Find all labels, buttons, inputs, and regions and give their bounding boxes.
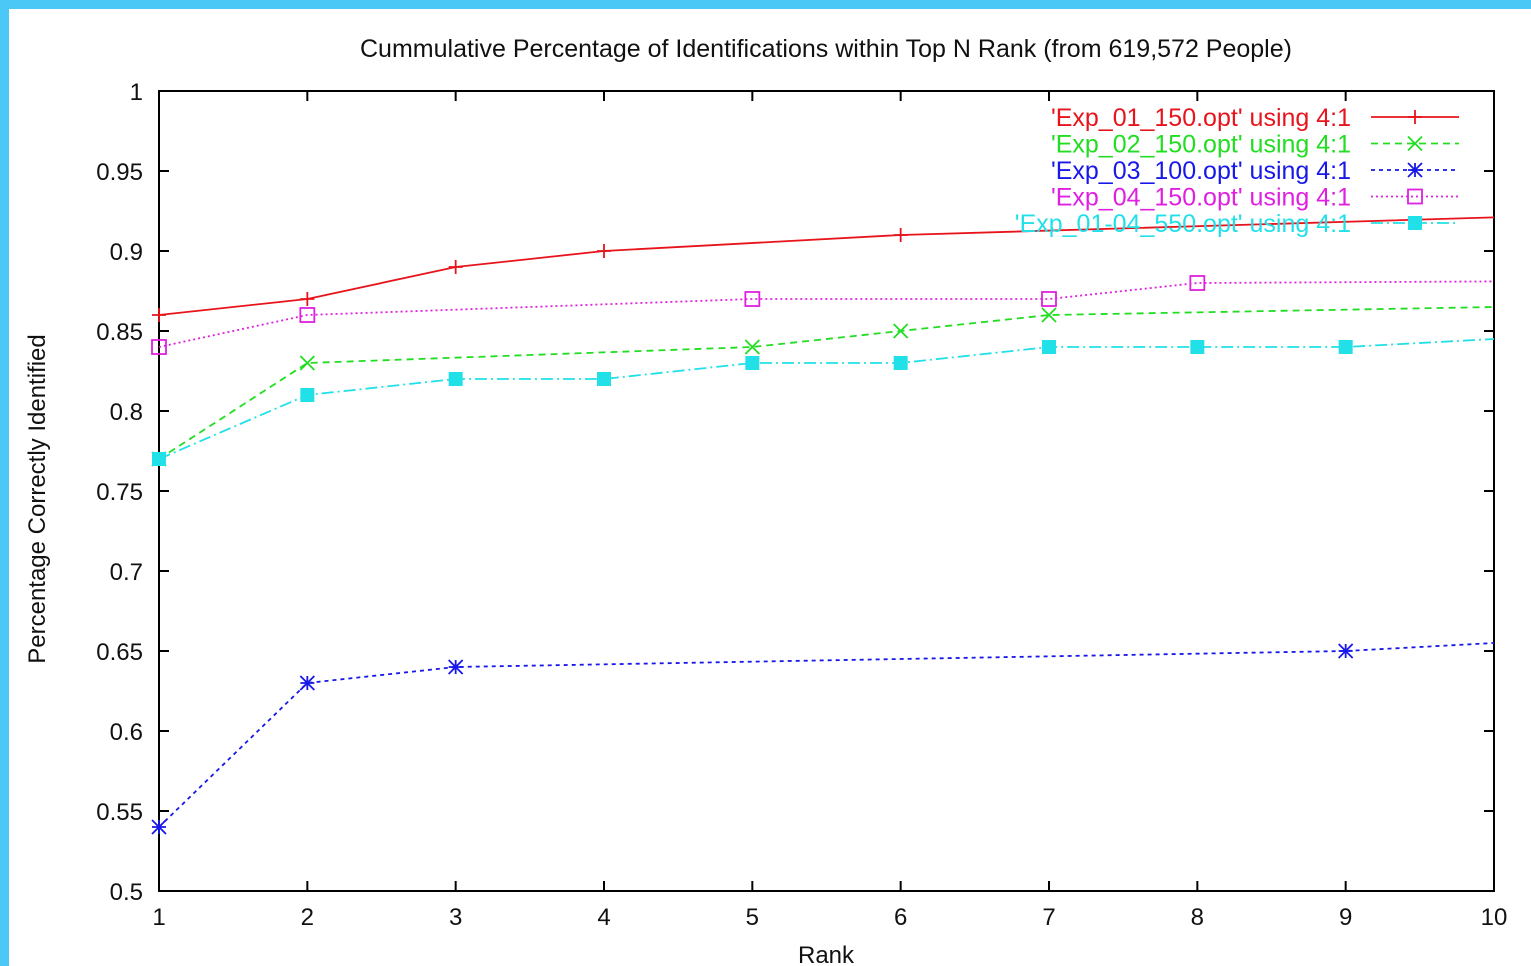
series-3 bbox=[151, 642, 1495, 835]
series-2-point-2 bbox=[299, 355, 315, 371]
series-5-point-1 bbox=[152, 452, 166, 466]
x-tick-label-2: 2 bbox=[301, 904, 314, 931]
chart-title: Cummulative Percentage of Identification… bbox=[360, 35, 1292, 63]
x-tick-label-9: 9 bbox=[1339, 904, 1352, 931]
line-chart: Cummulative Percentage of Identification… bbox=[24, 35, 1507, 966]
x-tick-label-1: 1 bbox=[152, 904, 165, 931]
y-tick-label-9: 0.9 bbox=[110, 239, 143, 266]
series-5-point-4 bbox=[597, 372, 611, 386]
series-1 bbox=[152, 216, 1495, 322]
x-tick-label-3: 3 bbox=[449, 904, 462, 931]
x-tick-label-6: 6 bbox=[894, 904, 907, 931]
chart-frame: Cummulative Percentage of Identification… bbox=[9, 9, 1531, 966]
x-axis-label: Rank bbox=[798, 942, 855, 966]
series-4-line bbox=[158, 280, 1495, 348]
series-5-line bbox=[158, 338, 1495, 460]
legend-label-2: 'Exp_02_150.opt' using 4:1 bbox=[1051, 131, 1351, 159]
y-tick-label-8: 0.85 bbox=[96, 319, 143, 346]
y-tick-label-6: 0.75 bbox=[96, 479, 143, 506]
legend-marker-3 bbox=[1407, 162, 1423, 178]
series-1-point-2 bbox=[300, 292, 315, 306]
series-3-point-3 bbox=[448, 659, 464, 675]
series-3-point-4 bbox=[1338, 643, 1354, 659]
y-tick-label-11: 1 bbox=[130, 79, 143, 106]
series-5-point-9 bbox=[1338, 340, 1353, 354]
series-4 bbox=[151, 275, 1495, 355]
series-5-point-2 bbox=[300, 388, 315, 402]
series-2 bbox=[151, 306, 1495, 467]
series-4-point-2 bbox=[299, 307, 316, 323]
axes: 1 2 3 4 5 6 7 8 9 10 0.5 0.55 0.6 0.65 0.7 0.75 0.8 0.85 0… bbox=[96, 79, 1507, 931]
series-2-point-3 bbox=[744, 339, 760, 355]
y-tick-label-3: 0.6 bbox=[110, 719, 143, 746]
series-5-point-8 bbox=[1190, 340, 1205, 354]
series-2-point-4 bbox=[893, 323, 909, 339]
legend-label-3: 'Exp_03_100.opt' using 4:1 bbox=[1051, 157, 1351, 185]
x-tick-label-7: 7 bbox=[1042, 904, 1055, 931]
series-4-point-5 bbox=[1189, 275, 1206, 291]
series-1-point-1 bbox=[152, 308, 166, 322]
legend-label-1: 'Exp_01_150.opt' using 4:1 bbox=[1051, 104, 1351, 132]
series-2-point-5 bbox=[1041, 307, 1057, 323]
series-4-point-4 bbox=[1041, 291, 1057, 307]
x-tick-label-10: 10 bbox=[1481, 904, 1508, 931]
series-1-line bbox=[158, 216, 1495, 316]
series-4-point-1 bbox=[151, 339, 167, 355]
series-2-line bbox=[158, 306, 1495, 460]
series-1-point-4 bbox=[597, 244, 611, 258]
series-3-point-2 bbox=[299, 675, 315, 691]
series-1-point-5 bbox=[893, 228, 908, 242]
legend-marker-2 bbox=[1407, 135, 1423, 152]
series-1-point-3 bbox=[448, 260, 463, 274]
series-5-point-3 bbox=[448, 372, 463, 386]
series-5-point-6 bbox=[893, 356, 908, 370]
y-axis-label: Percentage Correctly Identified bbox=[24, 334, 51, 664]
legend-marker-4 bbox=[1407, 188, 1423, 205]
y-tick-label-5: 0.7 bbox=[110, 559, 143, 586]
series-5 bbox=[152, 338, 1495, 466]
series-3-point-1 bbox=[151, 819, 167, 835]
y-tick-label-2: 0.55 bbox=[96, 799, 143, 826]
x-tick-label-5: 5 bbox=[746, 904, 759, 931]
legend-label-4: 'Exp_04_150.opt' using 4:1 bbox=[1051, 184, 1351, 212]
legend: 'Exp_01_150.opt' using 4:1'Exp_02_150.op… bbox=[1015, 104, 1459, 238]
legend-marker-5 bbox=[1408, 216, 1422, 230]
y-tick-label-10: 0.95 bbox=[96, 159, 143, 186]
y-tick-label-4: 0.65 bbox=[96, 639, 143, 666]
x-tick-label-4: 4 bbox=[597, 904, 610, 931]
legend-label-5: 'Exp_01-04_550.opt' using 4:1 bbox=[1015, 210, 1351, 238]
series-3-line bbox=[158, 642, 1495, 828]
x-tick-label-8: 8 bbox=[1191, 904, 1204, 931]
series-5-point-7 bbox=[1042, 340, 1056, 354]
series-5-point-5 bbox=[745, 356, 760, 370]
series-4-point-3 bbox=[744, 291, 761, 307]
series-layer bbox=[151, 216, 1495, 835]
y-tick-label-1: 0.5 bbox=[110, 879, 143, 906]
y-tick-label-7: 0.8 bbox=[110, 399, 143, 426]
legend-marker-1 bbox=[1408, 110, 1422, 124]
